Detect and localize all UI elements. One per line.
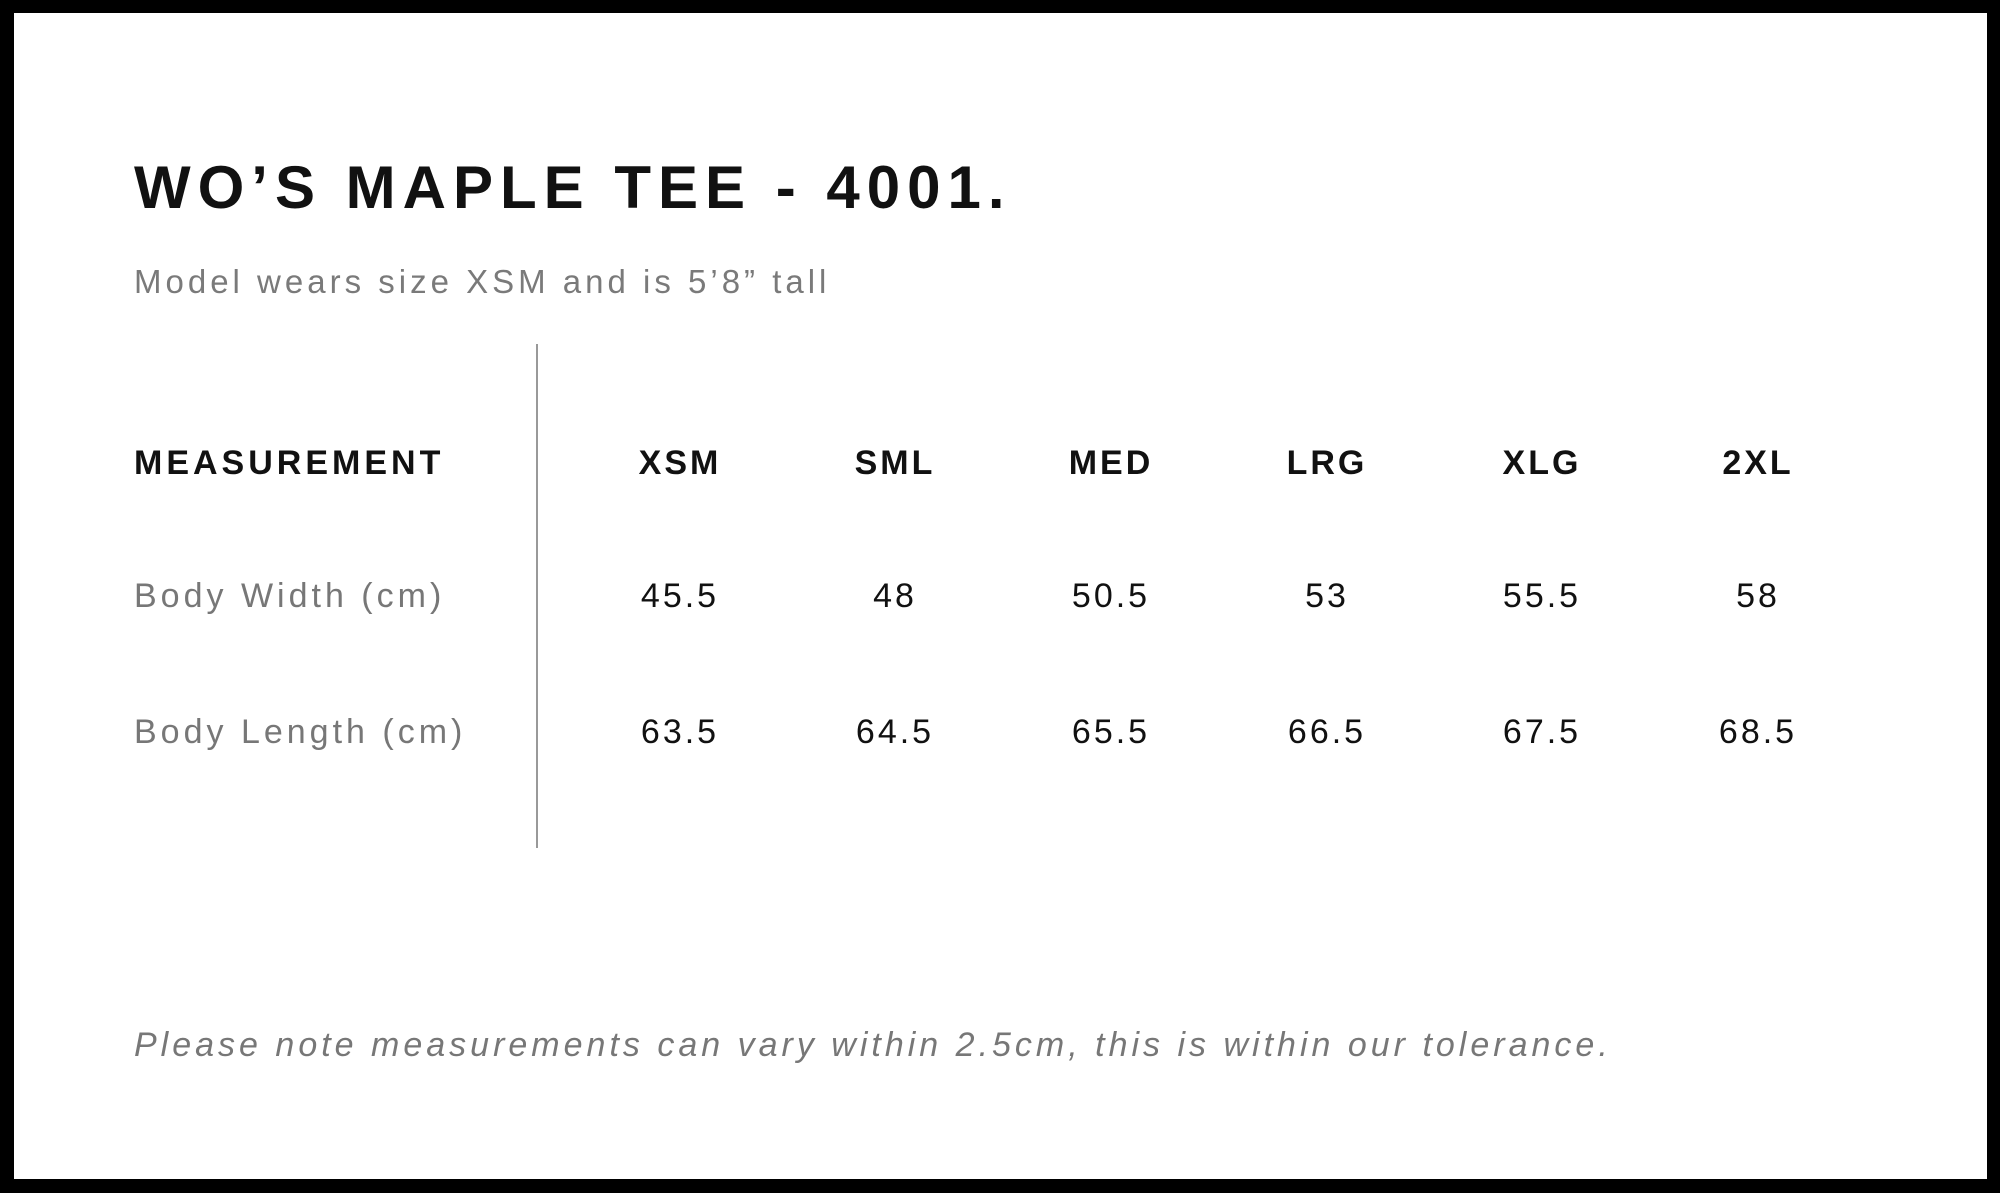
table-cell: 53 bbox=[1305, 577, 1349, 615]
measurement-header: MEASUREMENT bbox=[134, 444, 445, 482]
page-title: WO’S MAPLE TEE - 4001. bbox=[134, 154, 1012, 221]
size-chart-card: WO’S MAPLE TEE - 4001. Model wears size … bbox=[14, 13, 1987, 1179]
table-cell: 63.5 bbox=[640, 713, 720, 751]
table-cell: 68.5 bbox=[1718, 713, 1798, 751]
table-cell: 50.5 bbox=[1071, 577, 1151, 615]
table-cell: 65.5 bbox=[1071, 713, 1151, 751]
size-header-sml: SML bbox=[854, 444, 936, 482]
size-header-xlg: XLG bbox=[1502, 444, 1582, 482]
size-header-2xl: 2XL bbox=[1722, 444, 1794, 482]
table-cell: 55.5 bbox=[1502, 577, 1582, 615]
size-header-med: MED bbox=[1068, 444, 1154, 482]
subtitle: Model wears size XSM and is 5’8” tall bbox=[134, 263, 831, 300]
size-header-lrg: LRG bbox=[1286, 444, 1368, 482]
table-cell: 48 bbox=[873, 577, 917, 615]
table-cell: 64.5 bbox=[855, 713, 935, 751]
table-cell: 45.5 bbox=[640, 577, 720, 615]
column-divider bbox=[536, 344, 538, 848]
size-header-xsm: XSM bbox=[638, 444, 722, 482]
row-label: Body Width (cm) bbox=[134, 577, 446, 615]
table-cell: 67.5 bbox=[1502, 713, 1582, 751]
table-cell: 66.5 bbox=[1287, 713, 1367, 751]
tolerance-note: Please note measurements can vary within… bbox=[134, 1026, 1612, 1064]
row-label: Body Length (cm) bbox=[134, 713, 467, 751]
table-cell: 58 bbox=[1736, 577, 1780, 615]
